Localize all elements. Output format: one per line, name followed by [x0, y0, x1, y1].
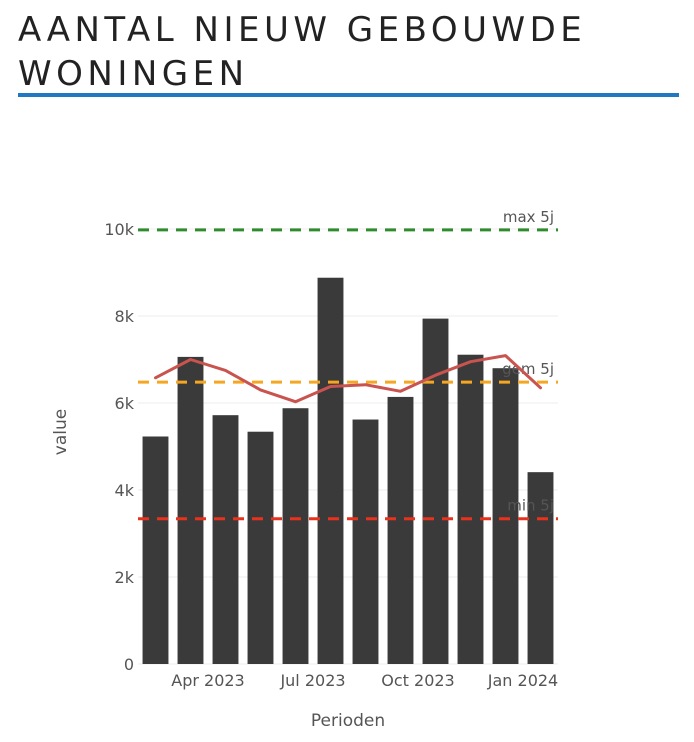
- bar: [387, 396, 414, 664]
- page-title: AANTAL NIEUW GEBOUWDE WONINGEN: [18, 10, 587, 94]
- bar: [212, 415, 239, 664]
- y-tick-label: 6k: [115, 394, 135, 413]
- bar: [177, 356, 204, 664]
- reference-line-label: min 5j: [507, 497, 554, 515]
- x-tick-label: Jan 2024: [487, 671, 558, 690]
- bar: [282, 408, 309, 664]
- y-tick-label: 0: [124, 655, 134, 674]
- bar: [527, 472, 554, 664]
- bar: [247, 431, 274, 664]
- bars: [142, 277, 554, 664]
- bar: [492, 368, 519, 664]
- trend-line: [154, 354, 542, 404]
- y-tick-label: 4k: [115, 481, 135, 500]
- bar: [317, 277, 344, 664]
- x-axis-ticks: Apr 2023 Jul 2023 Oct 2023 Jan 2024: [171, 671, 558, 690]
- x-tick-label: Jul 2023: [279, 671, 345, 690]
- y-tick-label: 2k: [115, 568, 135, 587]
- trend-series-line: [154, 354, 542, 404]
- y-axis-ticks: 0 2k 4k 6k 8k 10k: [104, 220, 134, 674]
- reference-line-label: max 5j: [503, 208, 554, 226]
- bar: [457, 354, 484, 664]
- bar: [142, 436, 169, 664]
- y-axis-title: value: [51, 409, 71, 455]
- x-tick-label: Oct 2023: [381, 671, 454, 690]
- title-underline: [18, 93, 679, 97]
- y-tick-label: 10k: [104, 220, 134, 239]
- bar: [352, 419, 379, 664]
- x-tick-label: Apr 2023: [171, 671, 244, 690]
- y-tick-label: 8k: [115, 307, 135, 326]
- x-axis-title: Perioden: [311, 711, 385, 731]
